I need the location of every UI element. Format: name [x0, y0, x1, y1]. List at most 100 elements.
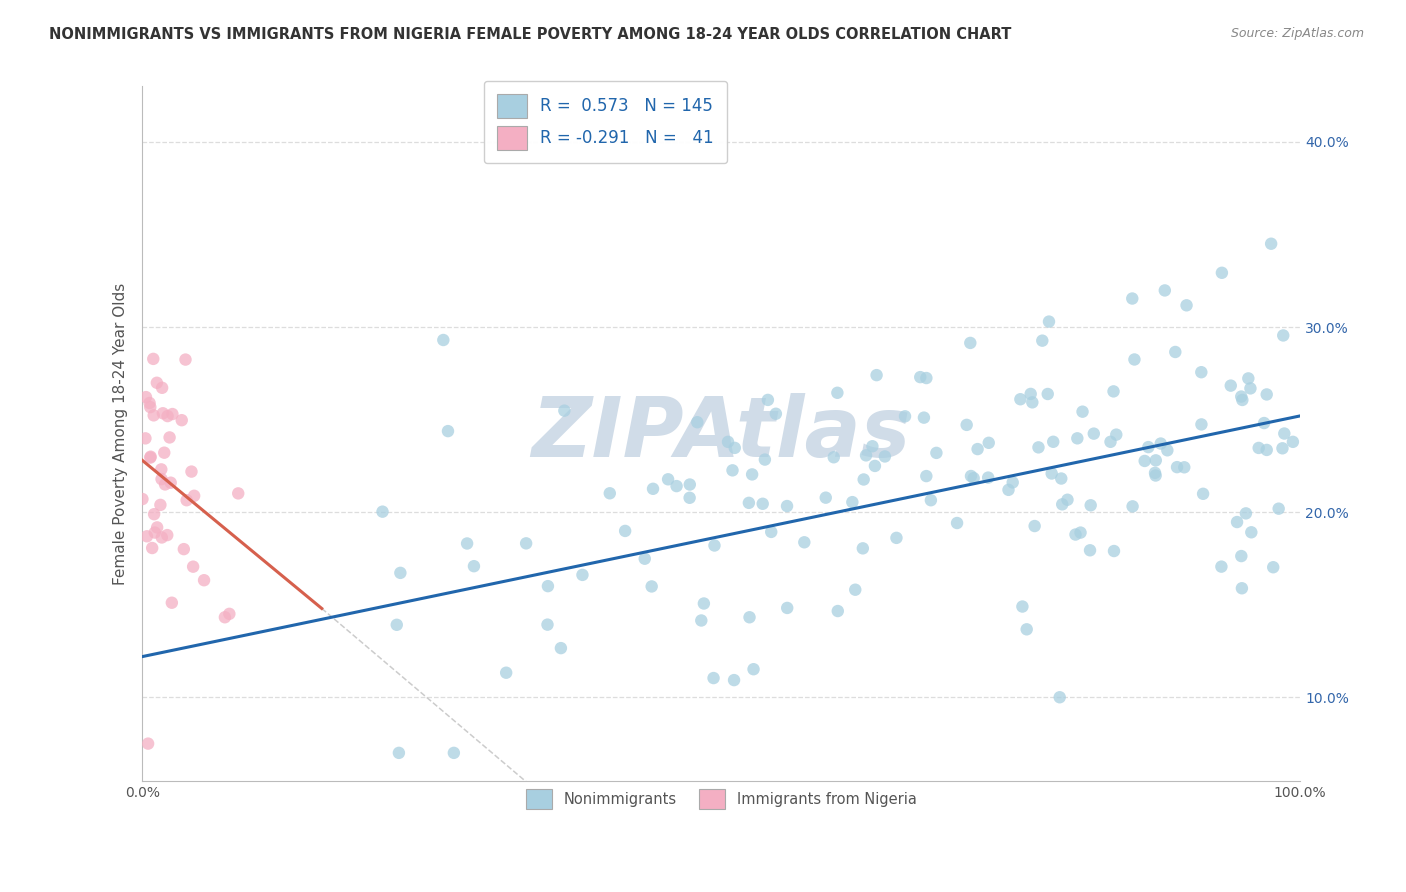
Text: NONIMMIGRANTS VS IMMIGRANTS FROM NIGERIA FEMALE POVERTY AMONG 18-24 YEAR OLDS CO: NONIMMIGRANTS VS IMMIGRANTS FROM NIGERIA… — [49, 27, 1011, 42]
Point — [827, 604, 849, 618]
Point — [160, 596, 183, 610]
Point — [1272, 328, 1295, 343]
Point — [793, 535, 815, 549]
Point — [181, 559, 204, 574]
Point — [150, 462, 173, 476]
Point — [1253, 416, 1275, 430]
Point — [134, 431, 156, 445]
Point — [1133, 454, 1156, 468]
Point — [1260, 236, 1282, 251]
Point — [1031, 334, 1053, 348]
Point — [1122, 500, 1144, 514]
Point — [738, 496, 761, 510]
Point — [443, 746, 465, 760]
Y-axis label: Female Poverty Among 18-24 Year Olds: Female Poverty Among 18-24 Year Olds — [114, 283, 128, 584]
Point — [193, 573, 215, 587]
Point — [553, 403, 575, 417]
Point — [1237, 371, 1260, 385]
Point — [1263, 560, 1285, 574]
Point — [515, 536, 537, 550]
Point — [751, 497, 773, 511]
Point — [1028, 441, 1050, 455]
Point — [385, 617, 408, 632]
Point — [1010, 392, 1032, 407]
Point — [1049, 690, 1071, 705]
Point — [910, 370, 932, 384]
Point — [170, 413, 193, 427]
Point — [657, 472, 679, 486]
Point — [150, 472, 173, 486]
Point — [142, 409, 165, 423]
Point — [963, 471, 986, 485]
Point — [1011, 599, 1033, 614]
Point — [724, 441, 747, 455]
Point — [742, 662, 765, 676]
Point — [173, 542, 195, 557]
Point — [143, 507, 166, 521]
Point — [571, 567, 593, 582]
Point — [1001, 475, 1024, 490]
Point — [956, 417, 979, 432]
Point — [827, 385, 849, 400]
Point — [1070, 525, 1092, 540]
Point — [1256, 442, 1278, 457]
Point — [371, 505, 394, 519]
Point — [495, 665, 517, 680]
Point — [1164, 345, 1187, 359]
Point — [1234, 507, 1257, 521]
Point — [1173, 460, 1195, 475]
Point — [776, 601, 799, 615]
Point — [1066, 431, 1088, 445]
Point — [1024, 519, 1046, 533]
Point — [1189, 365, 1212, 379]
Point — [599, 486, 621, 500]
Point — [686, 415, 709, 429]
Point — [1056, 492, 1078, 507]
Point — [614, 524, 637, 538]
Point — [1040, 467, 1063, 481]
Point — [1102, 384, 1125, 399]
Point — [703, 539, 725, 553]
Point — [1230, 581, 1253, 595]
Point — [156, 409, 179, 423]
Point — [1239, 381, 1261, 395]
Point — [665, 479, 688, 493]
Point — [136, 529, 159, 543]
Point — [174, 352, 197, 367]
Point — [863, 458, 886, 473]
Point — [852, 473, 875, 487]
Point — [1232, 392, 1254, 407]
Point — [1175, 298, 1198, 312]
Point — [717, 434, 740, 449]
Point — [1282, 434, 1305, 449]
Point — [977, 435, 1000, 450]
Point — [959, 335, 981, 350]
Point — [1123, 352, 1146, 367]
Point — [1102, 544, 1125, 558]
Text: ZIPAtlas: ZIPAtlas — [531, 393, 911, 474]
Point — [150, 381, 173, 395]
Point — [1078, 543, 1101, 558]
Point — [1150, 436, 1173, 450]
Legend: Nonimmigrants, Immigrants from Nigeria: Nonimmigrants, Immigrants from Nigeria — [520, 782, 922, 815]
Point — [844, 582, 866, 597]
Point — [159, 475, 181, 490]
Point — [721, 463, 744, 477]
Point — [679, 477, 702, 491]
Point — [920, 493, 942, 508]
Point — [1230, 549, 1253, 563]
Point — [1230, 390, 1253, 404]
Point — [152, 406, 174, 420]
Point — [703, 671, 725, 685]
Point — [886, 531, 908, 545]
Point — [136, 737, 159, 751]
Point — [841, 495, 863, 509]
Point — [437, 424, 460, 438]
Point — [1211, 266, 1233, 280]
Point — [150, 531, 173, 545]
Point — [823, 450, 845, 465]
Point — [153, 477, 176, 491]
Point — [550, 641, 572, 656]
Point — [960, 469, 983, 483]
Point — [1071, 405, 1094, 419]
